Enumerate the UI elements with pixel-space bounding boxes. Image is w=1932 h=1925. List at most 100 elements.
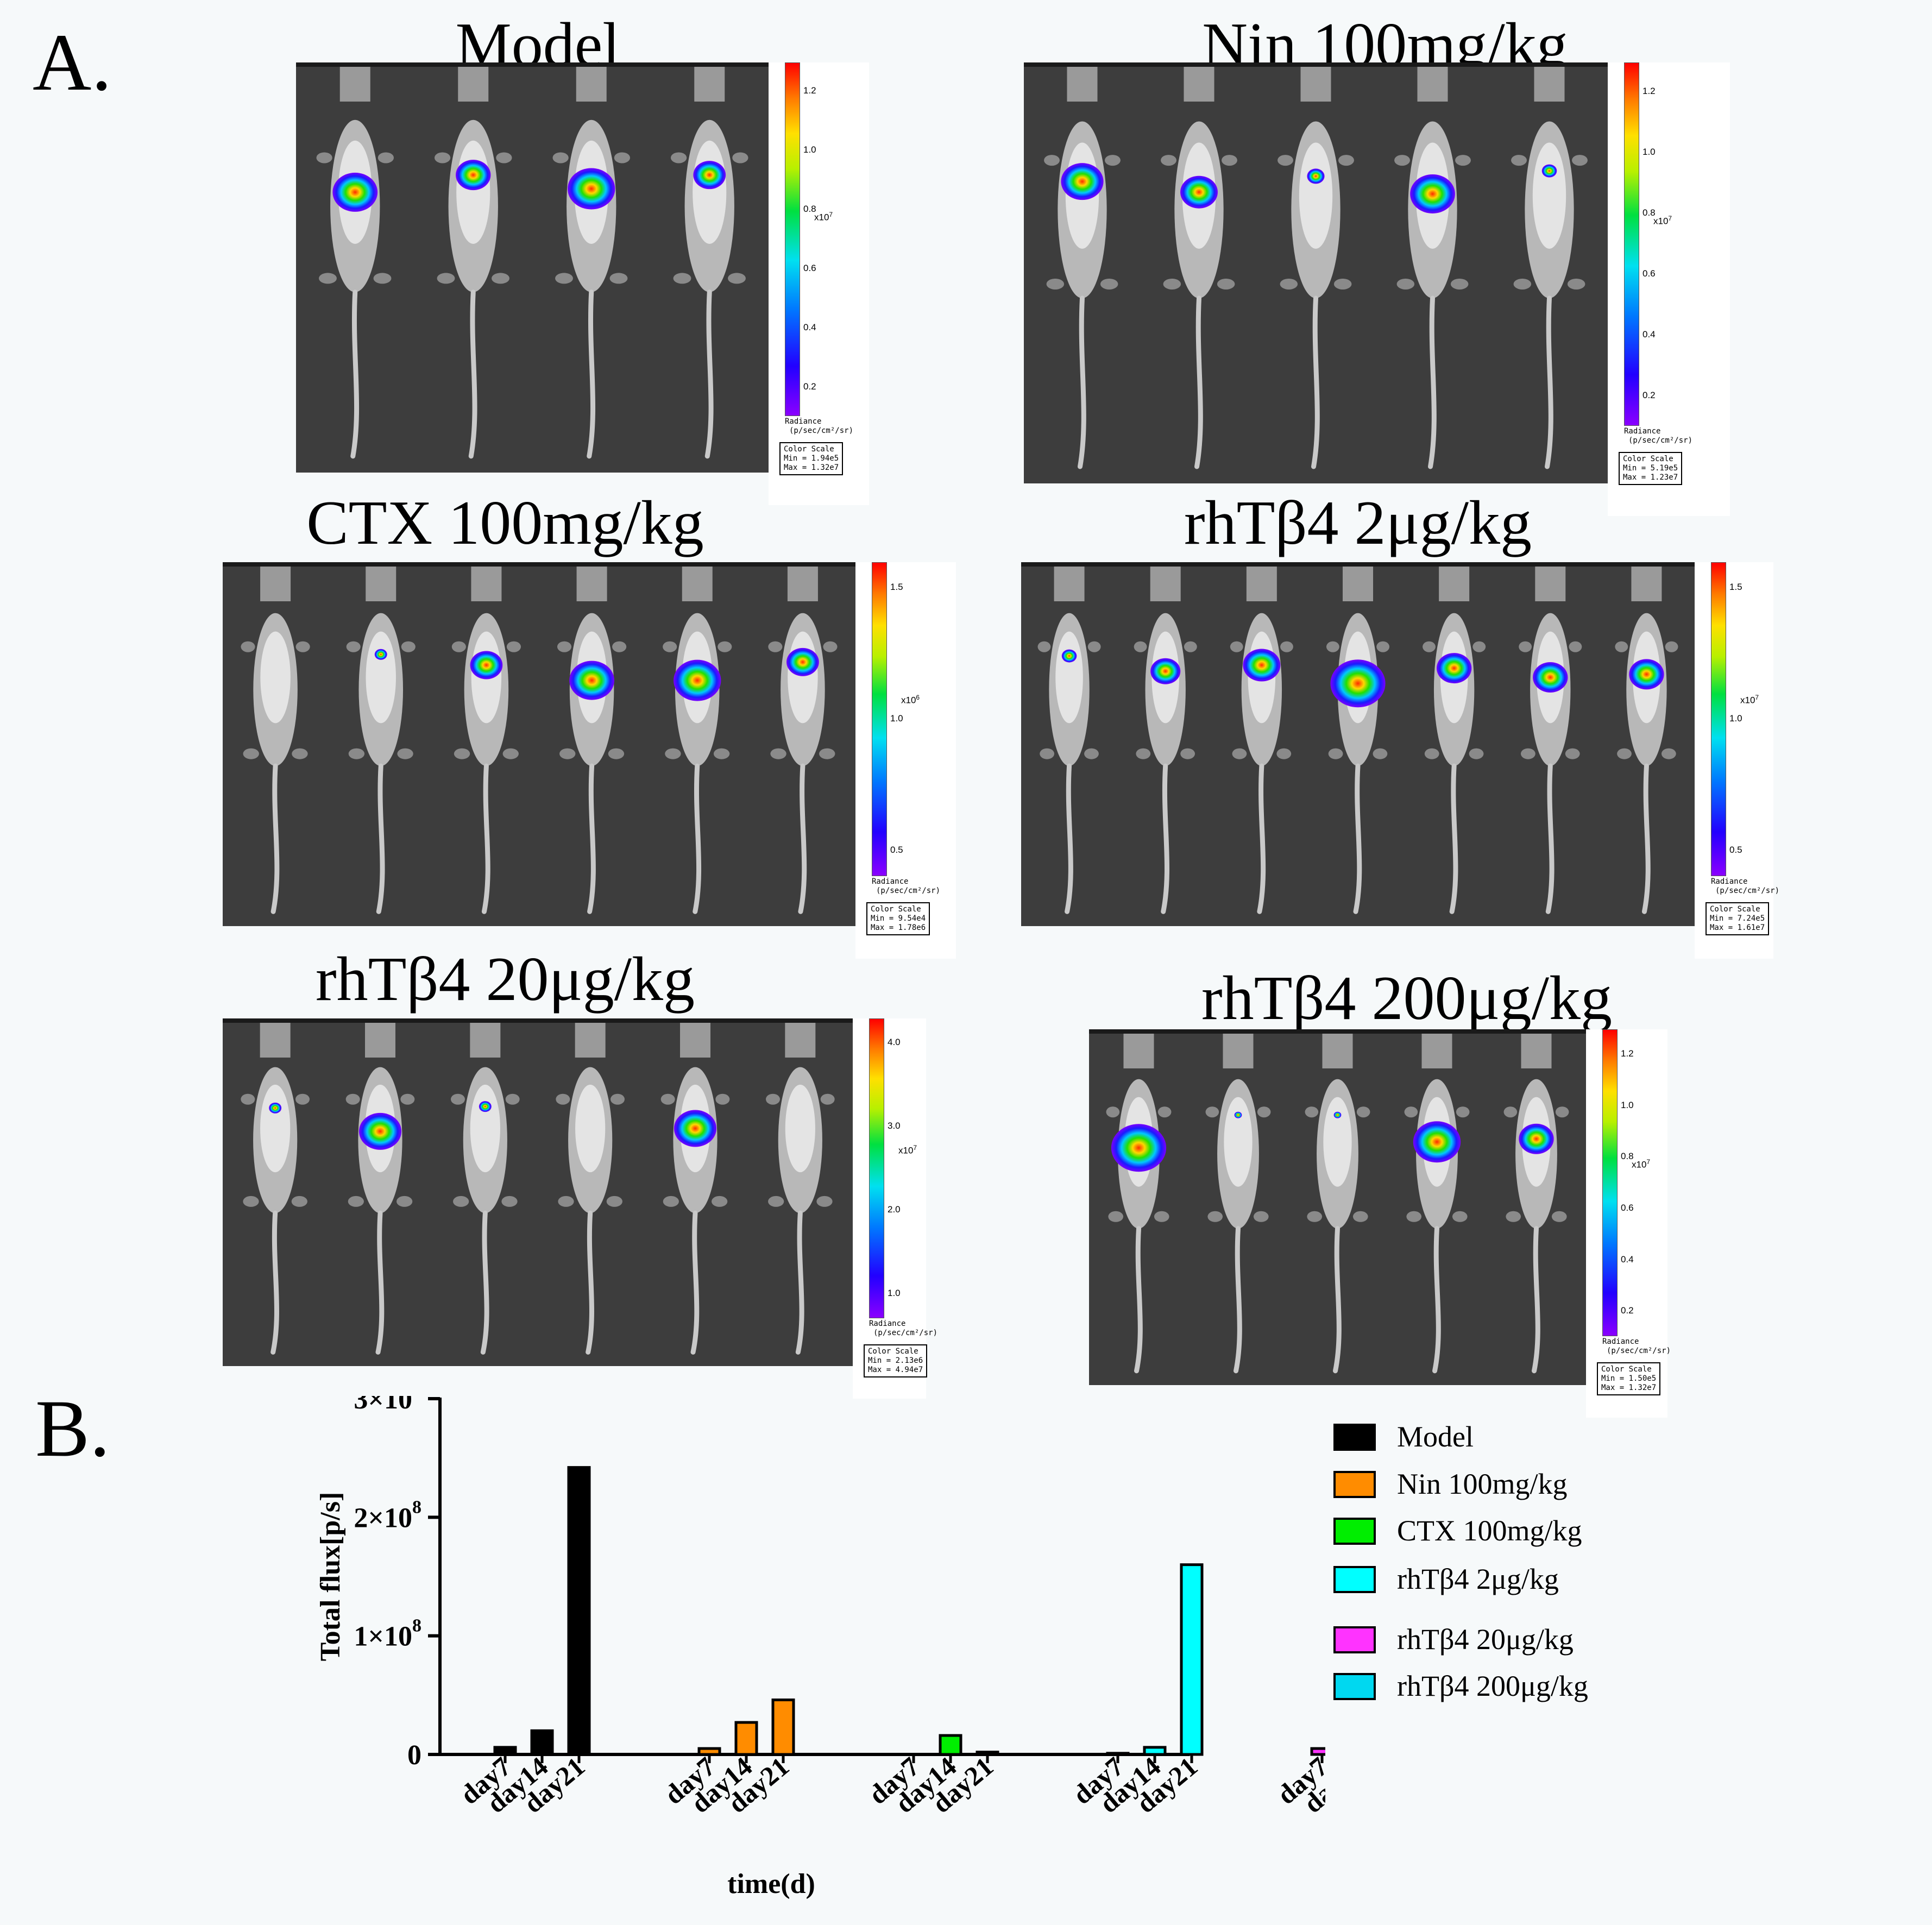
legend-label: rhTβ4 20μg/kg: [1397, 1623, 1574, 1656]
nose-cone: [1067, 67, 1098, 102]
color-scale-area: 1.5 1.0 0.5 x106 Radiance (p/sec/cm²/sr) Color…: [855, 562, 956, 959]
nose-cone: [1521, 1034, 1552, 1068]
bar-nin-100mg-kg-day21: [771, 1698, 795, 1756]
nose-cone: [260, 1023, 291, 1058]
mouse-tail: [704, 290, 714, 459]
bioluminescence-signal: [1333, 1111, 1342, 1118]
color-scale-box: Color Scale Min = 9.54e4 Max = 1.78e6: [866, 902, 930, 936]
color-scale-label: Color Scale: [1623, 454, 1673, 463]
imaging-panel-model: 1.2 1.0 0.8 0.6 0.4 0.2 x107 Radiance (p/sec/cm²…: [296, 62, 869, 505]
nose-cone: [1150, 567, 1181, 601]
color-scale-label: Color Scale: [1710, 905, 1760, 914]
mouse-tail: [1134, 1226, 1143, 1374]
mouse-tail: [1449, 763, 1458, 914]
radiance-color-bar: [1624, 62, 1639, 426]
legend-label: Model: [1397, 1420, 1474, 1453]
color-scale-area: 4.0 3.0 2.0 1.0 x107 Radiance (p/sec/cm²/sr) Co…: [853, 1018, 937, 1399]
mouse-tail: [693, 763, 702, 914]
bar-rht-4-2-g-kg-day21: [1180, 1563, 1204, 1756]
imaging-panel-ctx: 1.5 1.0 0.5 x106 Radiance (p/sec/cm²/sr) Color…: [223, 562, 956, 959]
bar-model-day14: [530, 1729, 554, 1756]
radiance-color-bar: [1602, 1029, 1618, 1337]
color-scale-unit: x107: [1740, 694, 1759, 706]
color-scale-tick: 1.0: [803, 144, 816, 155]
color-scale-tick: 0.8: [1642, 207, 1656, 218]
bioluminescence-signal: [1234, 1111, 1242, 1118]
color-scale-min: Min = 9.54e4: [871, 914, 926, 923]
nose-cone: [1322, 1034, 1353, 1068]
bioluminescence-signal: [1061, 163, 1104, 200]
mouse-tail: [480, 1210, 489, 1355]
legend-swatch: [1333, 1626, 1376, 1653]
color-scale-tick: 0.5: [1729, 845, 1742, 855]
color-scale-box: Color Scale Min = 1.94e5 Max = 1.32e7: [779, 442, 844, 476]
mouse-tail: [1428, 295, 1437, 469]
color-scale-max: Max = 1.61e7: [1710, 923, 1765, 933]
nose-cone: [1123, 1034, 1154, 1068]
mouse-tail: [587, 763, 596, 914]
nose-cone: [366, 567, 397, 601]
legend-label: rhTβ4 200μg/kg: [1397, 1670, 1588, 1702]
bioluminescence-photo: [296, 62, 769, 473]
nose-cone: [1631, 567, 1662, 601]
bioluminescence-signal: [1330, 659, 1386, 708]
bioluminescence-signal: [479, 1101, 492, 1112]
group-title-ctx: CTX 100mg/kg: [306, 488, 704, 558]
color-scale-box: Color Scale Min = 1.50e5 Max = 1.32e7: [1597, 1362, 1661, 1396]
radiance-label: Radiance (p/sec/cm²/sr): [1624, 426, 1693, 445]
radiance-color-bar: [872, 562, 887, 877]
mouse-tail: [1234, 1226, 1242, 1374]
mouse-tail: [1078, 295, 1086, 469]
nose-cone: [1223, 1034, 1254, 1068]
bioluminescence-signal: [568, 168, 615, 210]
mouse-tail: [376, 763, 385, 914]
bioluminescence-signal: [1307, 168, 1325, 184]
color-scale-tick: 1.0: [1729, 713, 1742, 724]
color-scale-tick: 1.0: [1642, 147, 1656, 158]
y-tick-label: 3×108: [354, 1396, 421, 1415]
nose-cone: [1534, 67, 1565, 102]
legend-swatch: [1333, 1673, 1376, 1700]
nose-cone: [787, 567, 818, 601]
color-scale-tick: 0.6: [803, 263, 816, 274]
color-scale-tick: 0.2: [803, 381, 816, 392]
color-scale-unit: x107: [898, 1144, 917, 1156]
mouse-tail: [375, 1210, 385, 1355]
nose-cone: [339, 67, 370, 102]
mouse-tail: [481, 763, 490, 914]
legend-label: CTX 100mg/kg: [1397, 1514, 1582, 1547]
mouse-tail: [1333, 1226, 1342, 1374]
mouse-tail: [270, 763, 280, 914]
imaging-panel-rh200: 1.2 1.0 0.8 0.6 0.4 0.2 x107 Radiance (p/sec/cm²…: [1089, 1029, 1671, 1420]
color-scale-unit: x107: [1632, 1157, 1651, 1170]
group-title-rh2: rhTβ4 2μg/kg: [1184, 488, 1532, 558]
color-scale-tick: 0.5: [890, 845, 903, 855]
panel-a-label: A.: [33, 17, 112, 108]
color-scale-box: Color Scale Min = 2.13e6 Max = 4.94e7: [864, 1344, 928, 1378]
radiance-color-bar: [785, 62, 800, 417]
color-scale-label: Color Scale: [871, 905, 921, 914]
group-title-rh200: rhTβ4 200μg/kg: [1201, 964, 1612, 1033]
color-scale-min: Min = 7.24e5: [1710, 914, 1765, 923]
color-scale-min: Min = 5.19e5: [1623, 463, 1678, 473]
group-title-rh20: rhTβ4 20μg/kg: [316, 945, 695, 1014]
nose-cone: [682, 567, 713, 601]
bioluminescence-signal: [1413, 1121, 1461, 1163]
bioluminescence-signal: [1436, 653, 1472, 684]
bioluminescence-signal: [786, 647, 819, 676]
color-scale-label: Color Scale: [1601, 1365, 1652, 1374]
bar-model-day21: [567, 1466, 591, 1756]
imaging-panel-rh20: 4.0 3.0 2.0 1.0 x107 Radiance (p/sec/cm²/sr) Co…: [223, 1018, 937, 1399]
bioluminescence-signal: [1061, 649, 1077, 663]
color-scale-box: Color Scale Min = 5.19e5 Max = 1.23e7: [1619, 451, 1683, 485]
bioluminescence-signal: [358, 1112, 402, 1150]
y-axis-label: Total flux[p/s]: [315, 1492, 346, 1662]
color-scale-label: Color Scale: [868, 1347, 918, 1356]
chart-legend: Model Nin 100mg/kg CTX 100mg/kg rhTβ4 2μg/k…: [1333, 1420, 1638, 1714]
nose-cone: [260, 567, 291, 601]
color-scale-area: 1.2 1.0 0.8 0.6 0.4 0.2 x107 Radiance (p/sec/cm²…: [769, 62, 869, 505]
radiance-color-bar: [869, 1018, 884, 1319]
legend-swatch: [1333, 1471, 1376, 1498]
bioluminescence-signal: [674, 659, 721, 701]
panel-b-label: B.: [35, 1383, 110, 1474]
